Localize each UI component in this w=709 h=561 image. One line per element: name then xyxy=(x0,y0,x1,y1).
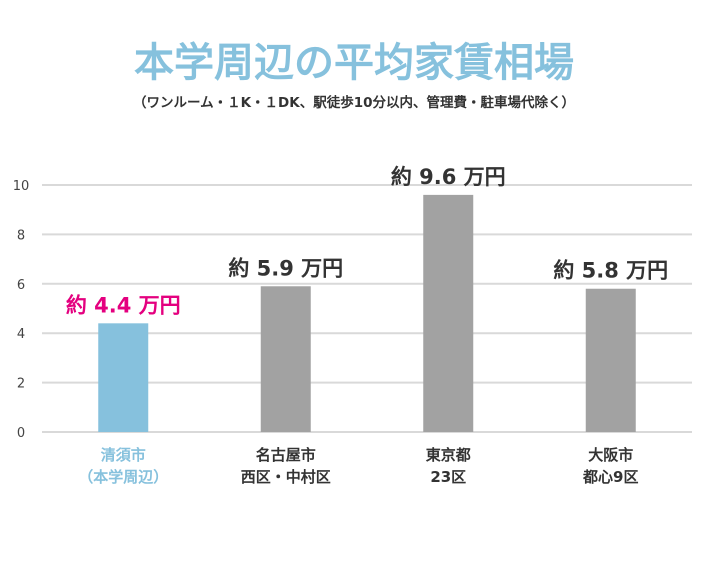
value-labels: 約 4.4 万円 約 5.9 万円 約 9.6 万円約 5.8 万円 xyxy=(66,165,668,317)
category-label: 西区・中村区 xyxy=(241,468,331,486)
chart-subtitle: （ワンルーム・１K・１DK、駅徒歩10分以内、管理費・駐車場代除く） xyxy=(133,94,575,111)
value-label: 約 9.6 万円 xyxy=(391,165,506,189)
value-label: 約 5.9 万円 xyxy=(228,256,343,280)
y-axis: 0 2 4 6 8 10 xyxy=(13,179,30,441)
y-tick-label: 6 xyxy=(17,278,25,293)
category-label: 23区 xyxy=(430,468,466,486)
y-tick-label: 8 xyxy=(17,228,25,243)
category-label: 大阪市 xyxy=(588,446,633,464)
value-label: 約 4.4 万円 xyxy=(66,293,181,317)
bar xyxy=(423,195,473,432)
y-tick-label: 4 xyxy=(17,327,25,342)
value-label: 約 5.8 万円 xyxy=(553,259,668,283)
chart-title: 本学周辺の平均家賃相場 xyxy=(134,40,574,86)
chart-canvas: 本学周辺の平均家賃相場 （ワンルーム・１K・１DK、駅徒歩10分以内、管理費・駐… xyxy=(0,0,709,557)
y-tick-label: 2 xyxy=(17,377,25,392)
bar xyxy=(261,286,311,432)
category-label: 清須市 xyxy=(101,446,146,464)
category-label: 東京都 xyxy=(426,446,471,464)
category-label: 都心9区 xyxy=(582,468,638,486)
rent-chart: 本学周辺の平均家賃相場 （ワンルーム・１K・１DK、駅徒歩10分以内、管理費・駐… xyxy=(0,0,709,557)
category-label: 名古屋市 xyxy=(256,446,316,464)
category-label: （本学周辺） xyxy=(78,468,168,486)
y-tick-label: 10 xyxy=(13,179,30,194)
y-tick-label: 0 xyxy=(17,426,25,441)
bar xyxy=(98,323,148,432)
bar xyxy=(586,289,636,432)
